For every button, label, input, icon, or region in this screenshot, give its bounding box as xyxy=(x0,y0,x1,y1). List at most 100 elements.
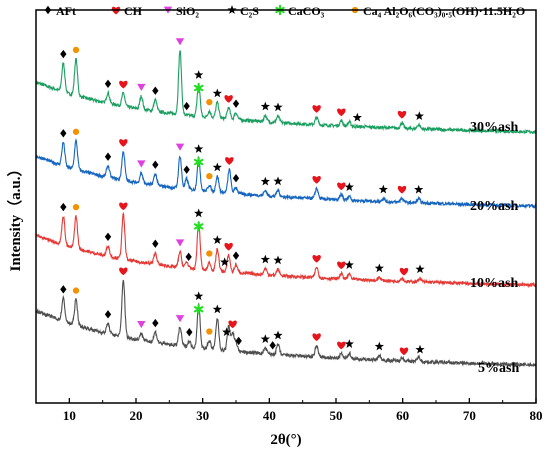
phase-marker-diamond-icon xyxy=(104,79,112,88)
phase-marker-diamond-icon xyxy=(183,165,190,174)
phase-marker-heart-icon xyxy=(312,254,321,263)
series-label-30pctash: 30%ash xyxy=(470,120,518,135)
legend: AFt CH SiO₂ C₂S CaCO₃ Ca₄ Al₂O₆(CO₃)₀.₅(OH)·1… xyxy=(44,4,525,18)
phase-marker-circle-icon xyxy=(72,46,80,54)
series-labels: 30%ash 20%ash 10%ash 5%ash xyxy=(470,120,519,376)
phase-marker-diamond-icon xyxy=(232,173,240,183)
phase-marker-circle-icon xyxy=(72,287,80,294)
x-axis: 10 20 30 40 50 60 70 80 xyxy=(35,398,543,423)
phase-marker-triangle-down-icon xyxy=(175,143,185,151)
series-label-20pctash: 20%ash xyxy=(470,199,518,214)
phase-marker-diamond-icon xyxy=(60,49,67,59)
phase-marker-heart-icon xyxy=(228,320,237,329)
phase-marker-heart-icon xyxy=(397,110,407,119)
series-layer xyxy=(35,50,537,368)
phase-marker-star-icon xyxy=(260,176,270,186)
x-tick-label: 20 xyxy=(130,408,143,423)
marker-layer xyxy=(60,38,425,356)
phase-marker-circle-icon xyxy=(206,172,213,180)
phase-marker-star-icon xyxy=(194,70,204,79)
phase-marker-asterisk-icon xyxy=(193,82,204,94)
phase-marker-triangle-down-icon xyxy=(137,160,146,168)
x-tick-label: 70 xyxy=(463,408,476,423)
x-tick-label: 50 xyxy=(330,408,343,423)
phase-marker-star-icon xyxy=(212,235,222,244)
phase-marker-diamond-icon xyxy=(152,239,159,248)
phase-marker-diamond-icon xyxy=(60,202,67,212)
phase-marker-heart-icon xyxy=(119,139,128,147)
phase-marker-diamond-icon xyxy=(104,232,112,241)
phase-marker-heart-icon xyxy=(337,182,346,191)
phase-marker-heart-icon xyxy=(399,267,409,276)
phase-marker-star-icon xyxy=(273,330,283,340)
phase-marker-diamond-icon xyxy=(185,252,192,262)
series-label-10pctash: 10%ash xyxy=(470,276,518,291)
phase-marker-circle-icon xyxy=(72,203,80,211)
phase-marker-circle-icon xyxy=(206,98,213,106)
phase-marker-diamond-icon xyxy=(60,129,67,138)
phase-marker-diamond-icon xyxy=(104,310,112,319)
x-tick-label: 30 xyxy=(196,408,209,423)
phase-marker-heart-icon xyxy=(399,347,409,356)
phase-marker-diamond-icon xyxy=(235,336,242,346)
phase-marker-star-icon xyxy=(194,291,204,301)
phase-marker-star-icon xyxy=(378,184,388,194)
phase-marker-star-icon xyxy=(344,260,354,269)
phase-marker-diamond-icon xyxy=(269,341,276,350)
legend-label: CaCO₃ xyxy=(288,4,325,18)
legend-label: AFt xyxy=(56,4,76,18)
phase-marker-heart-icon xyxy=(337,108,346,117)
phase-marker-asterisk-icon xyxy=(193,156,204,168)
x-tick-label: 40 xyxy=(263,408,276,423)
phase-marker-diamond-icon xyxy=(152,86,159,95)
phase-marker-star-icon xyxy=(415,264,425,274)
phase-marker-triangle-down-icon xyxy=(175,38,185,46)
phase-marker-triangle-down-icon xyxy=(175,315,185,323)
phase-marker-star-icon xyxy=(415,344,425,354)
phase-marker-heart-icon xyxy=(337,341,346,350)
phase-marker-star-icon xyxy=(222,327,232,336)
phase-marker-star-icon xyxy=(374,263,384,273)
phase-marker-star-icon xyxy=(212,162,222,172)
series-line-30pctash xyxy=(35,50,537,135)
x-tick-label: 10 xyxy=(63,408,76,423)
series-label-5pctash: 5%ash xyxy=(478,361,519,376)
phase-marker-star-icon xyxy=(344,182,354,191)
phase-marker-heart-icon xyxy=(312,105,321,113)
phase-marker-star-icon xyxy=(260,254,270,264)
phase-marker-diamond-icon xyxy=(232,99,240,108)
legend-label: Ca₄ Al₂O₆(CO₃)₀.₅(OH)·11.5H₂O xyxy=(363,4,525,18)
phase-marker-star-icon xyxy=(220,257,230,267)
phase-marker-diamond-icon xyxy=(232,251,240,260)
phase-marker-star-icon xyxy=(414,111,424,120)
phase-marker-heart-icon xyxy=(224,95,233,103)
x-tick-label: 80 xyxy=(530,408,543,423)
phase-marker-triangle-down-icon xyxy=(137,83,146,91)
phase-marker-star-icon xyxy=(194,208,204,218)
phase-marker-diamond-icon xyxy=(60,285,67,294)
phase-marker-star-icon xyxy=(260,334,270,344)
phase-marker-asterisk-icon xyxy=(193,303,204,315)
x-axis-title: 2θ(°) xyxy=(270,432,301,448)
phase-marker-heart-icon xyxy=(312,333,321,342)
phase-marker-heart-icon xyxy=(119,80,128,89)
phase-marker-circle-icon xyxy=(206,328,213,335)
phase-marker-star-icon xyxy=(352,112,362,122)
phase-marker-star-icon xyxy=(194,144,204,153)
phase-marker-star-icon xyxy=(212,88,222,98)
phase-marker-star-icon xyxy=(212,304,222,314)
legend-label: C₂S xyxy=(240,4,259,18)
y-axis-title: Intensity（a.u.） xyxy=(6,161,24,271)
phase-marker-diamond-icon xyxy=(152,160,159,169)
phase-marker-triangle-down-icon xyxy=(137,320,146,329)
phase-marker-heart-icon xyxy=(337,261,346,270)
phase-marker-diamond-icon xyxy=(186,327,193,337)
phase-marker-circle-icon xyxy=(206,250,213,257)
phase-marker-star-icon xyxy=(273,102,283,112)
phase-marker-heart-icon xyxy=(119,267,128,276)
series-line-5pctash xyxy=(35,279,537,368)
phase-marker-diamond-icon xyxy=(104,152,112,161)
phase-marker-heart-icon xyxy=(119,202,128,211)
phase-marker-diamond-icon xyxy=(152,318,159,328)
